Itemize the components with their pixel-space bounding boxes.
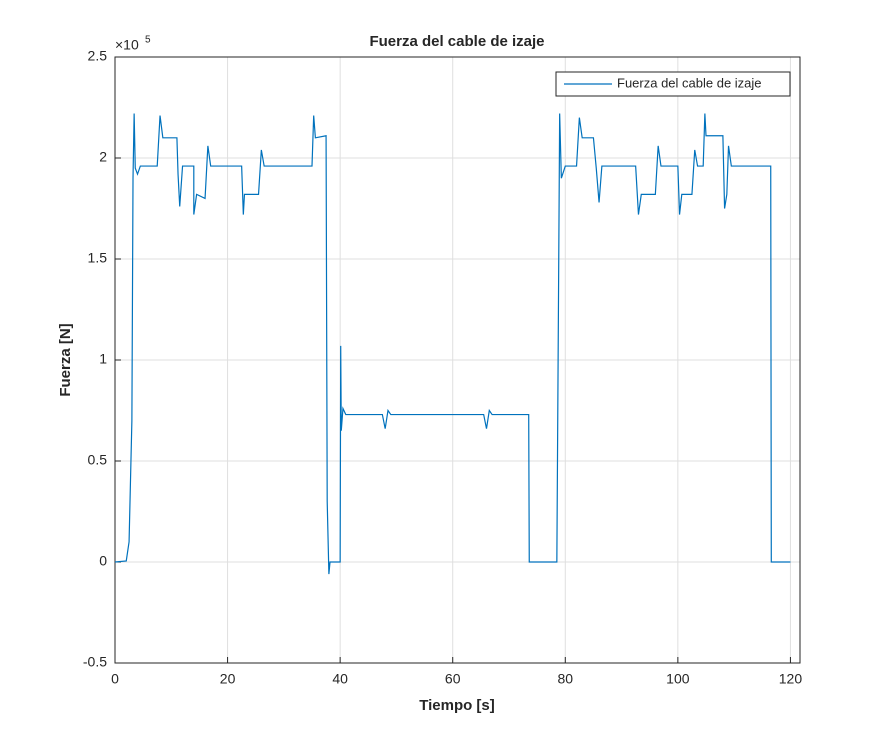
y-exponent-base: ×10 <box>115 37 139 53</box>
y-tick-label: -0.5 <box>83 654 107 670</box>
y-tick-label: 0 <box>99 553 107 569</box>
chart-title: Fuerza del cable de izaje <box>369 33 544 50</box>
y-tick-label: 1.5 <box>88 250 108 266</box>
y-tick-label: 2 <box>99 149 107 165</box>
x-tick-label: 120 <box>779 671 803 687</box>
x-tick-label: 100 <box>666 671 690 687</box>
x-tick-label: 0 <box>111 671 119 687</box>
y-tick-label: 0.5 <box>88 452 108 468</box>
x-tick-label: 80 <box>557 671 573 687</box>
y-tick-label: 1 <box>99 351 107 367</box>
x-tick-label: 20 <box>220 671 236 687</box>
x-tick-label: 60 <box>445 671 461 687</box>
y-tick-label: 2.5 <box>88 48 108 64</box>
y-axis-label: Fuerza [N] <box>57 323 74 396</box>
legend-label: Fuerza del cable de izaje <box>617 75 762 90</box>
y-exponent: 5 <box>145 35 151 46</box>
x-axis-label: Tiempo [s] <box>419 697 495 714</box>
x-tick-label: 40 <box>332 671 348 687</box>
data-line <box>114 113 791 575</box>
plot-frame <box>114 56 801 664</box>
